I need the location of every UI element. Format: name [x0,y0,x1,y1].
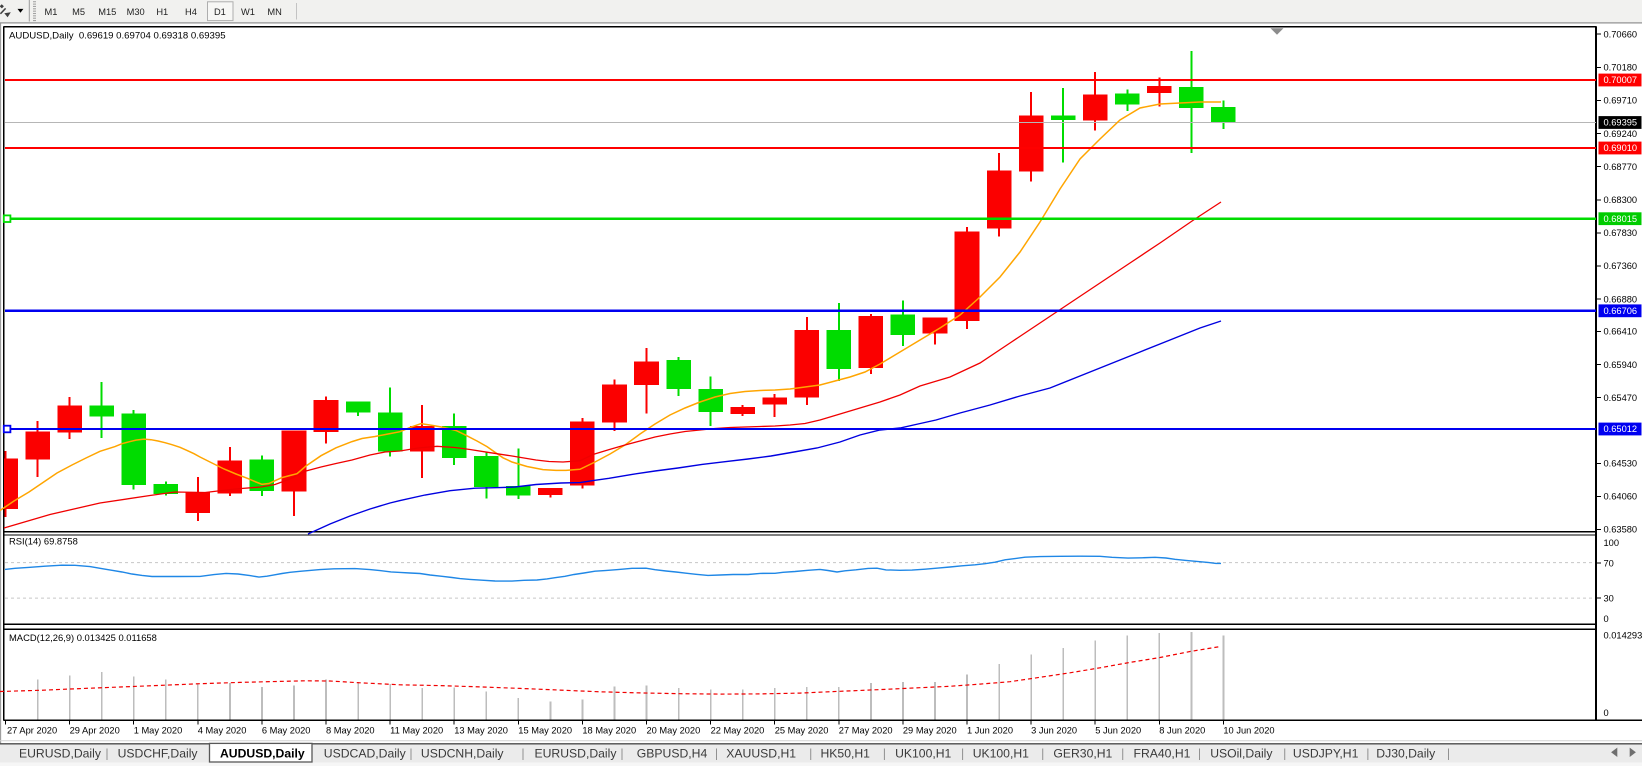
svg-text:0.65940: 0.65940 [1604,360,1638,370]
svg-text:UK100,H1: UK100,H1 [973,746,1029,760]
svg-text:100: 100 [1604,538,1620,548]
svg-text:|: | [1366,748,1369,760]
svg-text:22 May 2020: 22 May 2020 [711,726,765,736]
svg-text:0.70660: 0.70660 [1604,29,1638,39]
svg-text:|: | [522,748,525,760]
svg-text:0.69010: 0.69010 [1604,143,1638,153]
svg-text:0.70180: 0.70180 [1604,63,1638,73]
svg-text:30: 30 [1604,594,1614,604]
svg-text:3 Jun 2020: 3 Jun 2020 [1031,726,1077,736]
svg-text:EURUSD,Daily: EURUSD,Daily [19,746,102,760]
svg-text:1 Jun 2020: 1 Jun 2020 [967,726,1013,736]
svg-text:25 May 2020: 25 May 2020 [775,726,829,736]
svg-text:|: | [1121,748,1124,760]
svg-text:0.69710: 0.69710 [1604,96,1638,106]
svg-text:USDCAD,Daily: USDCAD,Daily [324,746,407,760]
svg-text:0.65470: 0.65470 [1604,393,1638,403]
svg-text:M30: M30 [127,7,145,17]
svg-text:RSI(14) 69.8758: RSI(14) 69.8758 [9,536,78,547]
svg-text:6 May 2020: 6 May 2020 [262,726,311,736]
svg-text:H1: H1 [156,7,168,17]
svg-text:EURUSD,Daily: EURUSD,Daily [535,746,618,760]
svg-text:0.65012: 0.65012 [1604,424,1638,434]
svg-text:|: | [410,748,413,760]
svg-text:4 May 2020: 4 May 2020 [198,726,247,736]
svg-text:M1: M1 [45,7,58,17]
svg-text:1 May 2020: 1 May 2020 [134,726,183,736]
svg-text:MN: MN [267,7,281,17]
svg-text:0.66410: 0.66410 [1604,327,1638,337]
svg-text:29 May 2020: 29 May 2020 [903,726,957,736]
svg-text:|: | [106,748,109,760]
svg-text:0.70007: 0.70007 [1604,75,1638,85]
svg-text:|: | [1041,748,1044,760]
svg-text:USDCHF,Daily: USDCHF,Daily [118,746,199,760]
svg-text:AUDUSD,Daily: AUDUSD,Daily [220,746,305,760]
svg-text:70: 70 [1604,559,1614,569]
svg-text:USDCNH,Daily: USDCNH,Daily [421,746,505,760]
svg-text:0.67830: 0.67830 [1604,228,1638,238]
svg-text:8 May 2020: 8 May 2020 [326,726,375,736]
svg-text:GBPUSD,H4: GBPUSD,H4 [637,746,708,760]
svg-text:27 Apr 2020: 27 Apr 2020 [7,726,57,736]
svg-text:0.014293: 0.014293 [1604,630,1642,640]
svg-text:M5: M5 [72,7,85,17]
svg-text:|: | [1447,748,1450,760]
svg-text:18 May 2020: 18 May 2020 [582,726,636,736]
svg-text:11 May 2020: 11 May 2020 [390,726,443,736]
svg-text:W1: W1 [241,7,255,17]
svg-text:0: 0 [1604,614,1609,624]
svg-text:0.68770: 0.68770 [1604,162,1638,172]
svg-text:0.66706: 0.66706 [1604,306,1638,316]
svg-text:AUDUSD,Daily 0.69619 0.69704: AUDUSD,Daily 0.69619 0.69704 0.69318 0.6… [9,30,226,41]
svg-text:UK100,H1: UK100,H1 [895,746,951,760]
svg-text:0: 0 [1604,708,1609,718]
svg-text:MACD(12,26,9) 0.013425 0.01165: MACD(12,26,9) 0.013425 0.011658 [9,632,157,643]
svg-text:0.66880: 0.66880 [1604,294,1638,304]
svg-text:D1: D1 [214,7,226,17]
svg-text:27 May 2020: 27 May 2020 [839,726,893,736]
svg-text:0.67360: 0.67360 [1604,261,1638,271]
svg-text:USOil,Daily: USOil,Daily [1210,746,1273,760]
svg-text:FRA40,H1: FRA40,H1 [1134,746,1191,760]
svg-text:10 Jun 2020: 10 Jun 2020 [1223,726,1274,736]
svg-text:8 Jun 2020: 8 Jun 2020 [1159,726,1205,736]
svg-text:5 Jun 2020: 5 Jun 2020 [1095,726,1141,736]
svg-text:DJ30,Daily: DJ30,Daily [1376,746,1436,760]
svg-text:0.64530: 0.64530 [1604,459,1638,469]
svg-text:|: | [1198,748,1201,760]
svg-text:|: | [961,748,964,760]
svg-text:0.68015: 0.68015 [1604,214,1638,224]
svg-text:20 May 2020: 20 May 2020 [647,726,701,736]
svg-text:13 May 2020: 13 May 2020 [454,726,508,736]
svg-text:0.63580: 0.63580 [1604,525,1638,535]
svg-text:XAUUSD,H1: XAUUSD,H1 [726,746,796,760]
svg-text:15 May 2020: 15 May 2020 [518,726,572,736]
svg-text:0.69395: 0.69395 [1604,118,1638,128]
svg-text:M15: M15 [98,7,116,17]
svg-text:0.64060: 0.64060 [1604,492,1638,502]
svg-text:|: | [621,748,624,760]
svg-text:|: | [809,748,812,760]
svg-text:HK50,H1: HK50,H1 [821,746,871,760]
svg-text:|: | [1283,748,1286,760]
svg-text:USDJPY,H1: USDJPY,H1 [1293,746,1359,760]
svg-text:GER30,H1: GER30,H1 [1053,746,1112,760]
svg-text:H4: H4 [185,7,197,17]
svg-text:|: | [715,748,718,760]
svg-text:0.69240: 0.69240 [1604,129,1638,139]
svg-text:0.68300: 0.68300 [1604,195,1638,205]
svg-text:29 Apr 2020: 29 Apr 2020 [70,726,120,736]
svg-text:|: | [883,748,886,760]
